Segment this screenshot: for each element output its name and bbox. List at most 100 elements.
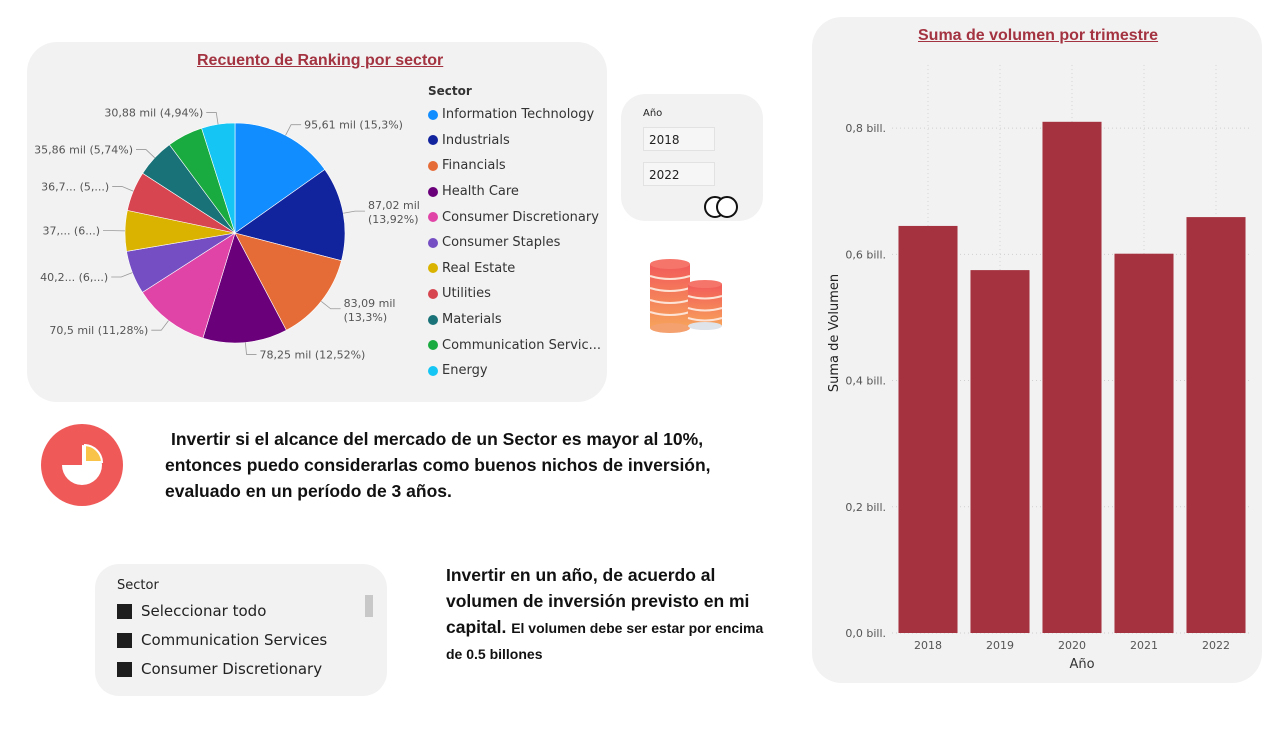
legend-item[interactable]: Communication Servic...	[428, 332, 601, 358]
pie-data-label: 78,25 mil (12,52%)	[260, 348, 366, 361]
y-tick-label: 0,2 bill.	[845, 501, 886, 514]
legend-label: Industrials	[442, 132, 510, 148]
toggle-circles-icon[interactable]	[703, 195, 741, 219]
pie-label-leader	[206, 112, 219, 125]
legend-label: Real Estate	[442, 260, 516, 276]
slicer-item-communication-services[interactable]: Communication Services	[117, 631, 327, 649]
pie-data-label: 30,88 mil (4,94%)	[104, 106, 203, 119]
legend-item[interactable]: Industrials	[428, 128, 601, 154]
pie-slice[interactable]	[234, 122, 326, 234]
legend-label: Consumer Discretionary	[442, 209, 599, 225]
insight-line: Invertir si el alcance del mercado de un…	[171, 429, 704, 449]
slicer-item-label: Consumer Discretionary	[141, 660, 323, 678]
legend-label: Materials	[442, 312, 502, 328]
legend-dot-icon	[428, 135, 438, 146]
pie-legend: Sector Information Technology Industrials…	[428, 84, 601, 384]
y-axis-label: Suma de Volumen	[827, 274, 842, 392]
sector-slicer: Sector Seleccionar todo Communication Se…	[95, 564, 387, 696]
x-tick-label: 2020	[1058, 639, 1086, 652]
legend-item[interactable]: Financials	[428, 153, 601, 179]
bar[interactable]	[898, 225, 958, 633]
legend-dot-icon	[428, 288, 438, 299]
x-tick-label: 2021	[1130, 639, 1158, 652]
legend-dot-icon	[428, 237, 438, 248]
pie-chart-icon	[41, 424, 123, 506]
bar-chart-title: Suma de volumen por trimestre	[918, 27, 1159, 44]
legend-dot-icon	[428, 340, 438, 351]
year-slicer-label: Año	[643, 108, 663, 119]
x-tick-label: 2018	[914, 639, 942, 652]
pie-data-label: 36,7... (5,...)	[41, 181, 109, 194]
pie-data-label: 83,09 mil (13,3%)	[344, 297, 396, 324]
legend-item[interactable]: Energy	[428, 358, 601, 384]
pie-chart[interactable]: 95,61 mil (15,3%) 87,02 mil (13,92%) 83,09 …	[27, 72, 427, 402]
bar[interactable]	[1186, 217, 1246, 633]
legend-label: Energy	[442, 363, 488, 379]
legend-item[interactable]: Consumer Discretionary	[428, 204, 601, 230]
legend-title: Sector	[428, 84, 472, 98]
pie-label-leader	[111, 272, 133, 278]
pie-chart-title: Recuento de Ranking por sector	[197, 52, 444, 69]
legend-dot-icon	[428, 365, 438, 376]
insight-small: El volumen debe ser estar por encima de …	[446, 620, 764, 662]
y-tick-label: 0,8 bill.	[845, 122, 886, 135]
y-tick-label: 0,4 bill.	[845, 375, 886, 388]
x-tick-label: 2022	[1202, 639, 1230, 652]
pie-label-leader	[244, 342, 257, 355]
legend-item[interactable]: Consumer Staples	[428, 230, 601, 256]
legend-dot-icon	[428, 263, 438, 274]
pie-label-leader	[151, 320, 169, 331]
legend-dot-icon	[428, 160, 438, 171]
insight-line: entonces puedo considerarlas como buenos…	[165, 455, 711, 475]
legend-label: Utilities	[442, 286, 491, 302]
pie-label-leader	[112, 186, 134, 192]
legend-dot-icon	[428, 212, 438, 223]
pie-label-leader	[135, 149, 156, 159]
year-from-input[interactable]: 2018	[643, 127, 715, 151]
pie-slice[interactable]	[234, 232, 342, 331]
slicer-item-consumer-discretionary[interactable]: Consumer Discretionary	[117, 660, 322, 678]
insight-line: evaluado en un período de 3 años.	[165, 481, 452, 501]
year-to-input[interactable]: 2022	[643, 162, 715, 186]
legend-item[interactable]: Real Estate	[428, 256, 601, 282]
bar-chart[interactable]: 0,0 bill. 0,2 bill. 0,4 bill. 0,6 bill. 0,8 …	[812, 17, 1262, 683]
pie-slice[interactable]	[234, 169, 346, 262]
legend-item[interactable]: Information Technology	[428, 102, 601, 128]
checkbox[interactable]	[117, 661, 132, 677]
legend-dot-icon	[428, 186, 438, 197]
slicer-item-select-all[interactable]: Seleccionar todo	[117, 602, 266, 620]
pie-data-label: 37,... (6...)	[42, 225, 100, 238]
x-axis-label: Año	[1069, 657, 1094, 672]
bar[interactable]	[1114, 253, 1174, 634]
checkbox[interactable]	[117, 632, 132, 648]
pie-label-leader	[343, 210, 366, 214]
x-tick-label: 2019	[986, 639, 1014, 652]
slicer-item-label: Communication Services	[141, 631, 328, 649]
legend-dot-icon	[428, 314, 438, 325]
legend-label: Communication Servic...	[442, 337, 602, 353]
legend-item[interactable]: Utilities	[428, 281, 601, 307]
legend-item[interactable]: Health Care	[428, 179, 601, 205]
y-tick-label: 0,0 bill.	[845, 627, 886, 640]
insight-text-volume: Invertir en un año, de acuerdo al volume…	[446, 562, 776, 666]
year-slicer: Año 2018 2022	[621, 94, 763, 221]
pie-data-label: 70,5 mil (11,28%)	[49, 324, 148, 337]
legend-label: Consumer Staples	[442, 235, 561, 251]
bar-chart-card: Suma de volumen por trimestre 0,0 bill. 0…	[812, 17, 1262, 683]
bar[interactable]	[970, 270, 1030, 633]
pie-data-label: 35,86 mil (5,74%)	[34, 144, 133, 157]
pie-data-label: 40,2... (6,...)	[40, 271, 108, 284]
pie-chart-card: Recuento de Ranking por sector 95,61 mil…	[27, 42, 607, 402]
insight-text-sector: Invertir si el alcance del mercado de un…	[165, 426, 765, 504]
checkbox[interactable]	[117, 603, 132, 619]
legend-dot-icon	[428, 109, 438, 120]
legend-label: Information Technology	[442, 107, 595, 123]
pie-data-label: 87,02 mil (13,92%)	[368, 199, 420, 226]
legend-item[interactable]: Materials	[428, 307, 601, 333]
slicer-scrollbar[interactable]	[365, 595, 373, 617]
legend-label: Health Care	[442, 184, 519, 200]
y-tick-label: 0,6 bill.	[845, 248, 886, 261]
bar[interactable]	[1042, 121, 1102, 634]
coins-stack-icon	[649, 259, 723, 333]
pie-slice[interactable]	[141, 232, 236, 339]
